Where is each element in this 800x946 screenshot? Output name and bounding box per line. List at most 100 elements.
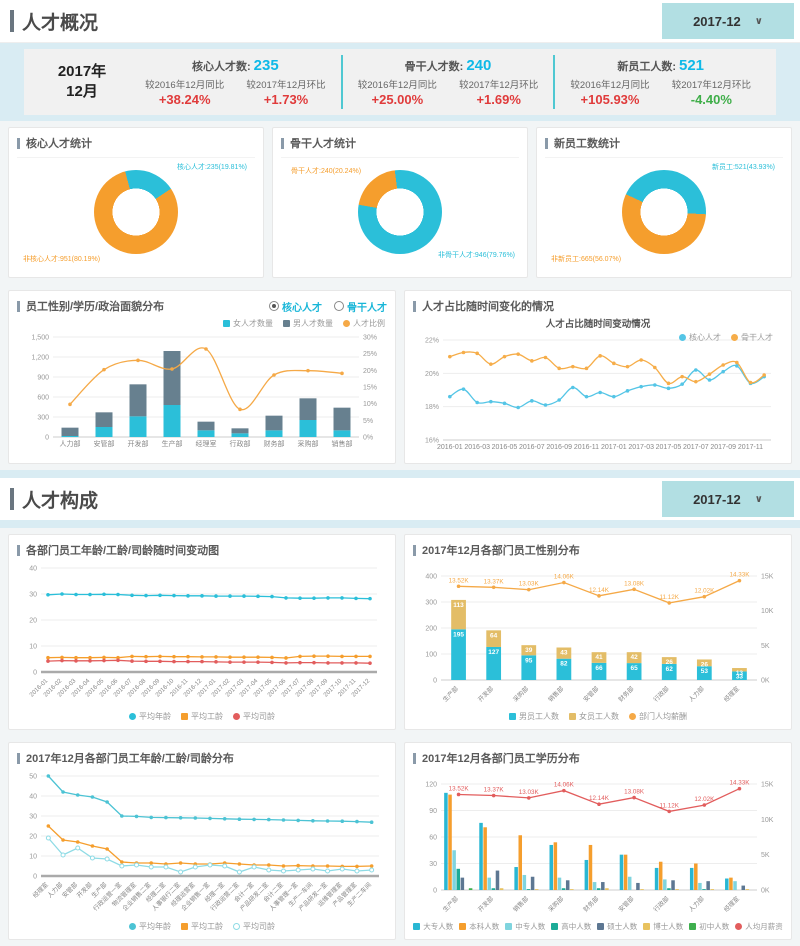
mom-label: 较2017年12月环比 [671,80,751,91]
chart-legend[interactable]: 大专人数 本科人数 中专人数 高中人数 硕士人数 博士人数 初中人数 人均月薪资 [413,921,783,932]
composition-band: 人才构成 2017-12 ∨ [0,470,800,528]
svg-text:采购部: 采购部 [547,895,566,914]
svg-text:53: 53 [701,668,709,675]
legend-item[interactable]: 平均工龄 [181,711,223,722]
legend-marker-icon [597,923,605,930]
summary-stats-card: 2017年 12月 核心人才数: 235 较2016年12月同比 +38.24% 较… [24,49,776,115]
radio-backbone-talent[interactable]: 骨干人才 [334,299,387,314]
yoy-label: 较2016年12月同比 [145,80,225,91]
legend-marker-icon [505,923,513,930]
legend-label: 平均工龄 [191,922,223,931]
svg-text:0K: 0K [761,678,770,685]
metric-label: 核心人才数: [191,61,251,73]
legend-label: 硕士人数 [607,922,638,931]
svg-text:60: 60 [429,835,437,842]
svg-text:人力部: 人力部 [687,685,706,704]
legend-label: 大专人数 [423,922,454,931]
radio-core-talent[interactable]: 核心人才 [269,299,322,314]
legend-item[interactable]: 人才比例 [343,318,385,329]
legend-item[interactable]: 硕士人数 [597,921,637,932]
svg-text:127: 127 [488,649,499,656]
svg-text:25%: 25% [363,351,377,358]
chart-legend[interactable]: 核心人才 骨干人才 [679,332,773,343]
overview-section-header: 人才概况 2017-12 ∨ [0,0,800,43]
svg-text:5K: 5K [761,643,770,650]
svg-text:11.12K: 11.12K [659,802,679,809]
legend-item[interactable]: 博士人数 [643,921,683,932]
legend-item[interactable]: 平均司龄 [233,921,275,932]
svg-text:13.37K: 13.37K [484,578,505,585]
legend-marker-icon [731,334,738,341]
svg-text:33: 33 [736,673,744,680]
legend-item[interactable]: 女员工人数 [569,711,619,722]
overview-date-select[interactable]: 2017-12 ∨ [662,3,794,39]
legend-item[interactable]: 平均工龄 [181,921,223,932]
chart-legend[interactable]: 女人才数量 男人才数量 人才比例 [17,317,385,329]
svg-text:0: 0 [33,670,37,677]
legend-item[interactable]: 平均年龄 [129,921,171,932]
backbone-talent-donut-panel: 骨干人才统计 骨干人才:240(20.24%) 非骨干人才:946(79.76%… [272,127,528,278]
svg-text:开发部: 开发部 [476,685,495,704]
svg-text:10: 10 [29,644,37,651]
svg-text:12.14K: 12.14K [589,795,610,802]
overview-charts-row: 员工性别/学历/政治面貌分布 核心人才 骨干人才 女人才数量 男人才数量 人才比例 … [0,284,800,470]
legend-item[interactable]: 平均司龄 [233,711,275,722]
svg-text:财务部: 财务部 [617,685,636,704]
panel-marker [17,137,20,149]
legend-item[interactable]: 男人才数量 [283,318,333,329]
svg-text:安管部: 安管部 [94,439,115,448]
legend-item[interactable]: 平均年龄 [129,711,171,722]
svg-text:0: 0 [45,435,49,442]
legend-item[interactable]: 核心人才 [679,332,721,343]
composition-date-select[interactable]: 2017-12 ∨ [662,481,794,517]
svg-text:90: 90 [429,808,437,815]
svg-text:10%: 10% [363,401,377,408]
legend-marker-icon [343,319,350,327]
legend-item[interactable]: 初中人数 [689,921,729,932]
svg-text:13.08K: 13.08K [624,789,645,796]
chart-legend[interactable]: 男员工人数 女员工人数 部门人均薪酬 [413,711,783,722]
legend-item[interactable]: 骨干人才 [731,332,773,343]
donut-slice-label: 非新员工:665(56.07%) [551,256,622,263]
period-year: 2017年 [57,62,107,80]
ratio-trend-chart: 16% 18% 20% 22% 2016-01 2016-03 2016-05 2016-07… [425,318,771,451]
svg-text:14.33K: 14.33K [729,780,750,787]
chart-legend[interactable]: 平均年龄 平均工龄 平均司龄 [17,711,387,722]
legend-label: 男人才数量 [293,318,333,328]
svg-text:2017-01: 2017-01 [601,444,627,451]
svg-text:65: 65 [630,665,638,672]
mom-value: +1.69% [476,92,521,107]
svg-text:20%: 20% [363,368,377,375]
metric-value: 235 [253,57,279,74]
svg-text:26: 26 [701,661,709,668]
legend-item[interactable]: 本科人数 [459,921,499,932]
legend-item[interactable]: 大专人数 [413,921,453,932]
svg-text:人力部: 人力部 [60,439,81,448]
svg-text:安管部: 安管部 [60,881,79,900]
legend-item[interactable]: 人均月薪资 [735,921,783,932]
svg-text:销售部: 销售部 [547,685,566,704]
svg-text:1,500: 1,500 [31,335,49,342]
svg-text:经理室: 经理室 [196,439,217,448]
svg-text:900: 900 [37,375,49,382]
dept-edu-chart: 0 30 60 90 120 0K 5K 10K 15K 生产部 开发部 销售部 采购部 财务部 安管部 行政… [425,780,773,914]
legend-item[interactable]: 中专人数 [505,921,545,932]
legend-marker-icon [223,319,230,327]
mom-label: 较2017年12月环比 [459,80,539,91]
svg-text:13.08K: 13.08K [624,580,645,587]
svg-text:0K: 0K [761,888,770,895]
svg-text:300: 300 [425,600,437,607]
chart-legend[interactable]: 平均年龄 平均工龄 平均司龄 [17,921,387,932]
dept-age-chart: 01020304050经理室人力部安管部开发部生产部行政运营一室物流管理室企业销… [29,774,379,913]
talent-type-radio-group: 核心人才 骨干人才 [269,299,387,314]
legend-label: 核心人才 [689,333,721,342]
composition-charts-row-1: 各部门员工年龄/工龄/司龄随时间变动图 0 10 20 30 40 2016-01 2016… [0,528,800,736]
legend-item[interactable]: 高中人数 [551,921,591,932]
svg-text:30: 30 [29,814,37,821]
metric-new-employees: 新员工人数: 521 较2016年12月同比 +105.93% 较2017年12月环… [555,55,766,109]
legend-item[interactable]: 男员工人数 [509,711,559,722]
legend-item[interactable]: 部门人均薪酬 [629,711,687,722]
legend-item[interactable]: 女人才数量 [223,318,273,329]
core-talent-donut-panel: 核心人才统计 核心人才:235(19.81%) 非核心人才:951(80.19%… [8,127,264,278]
